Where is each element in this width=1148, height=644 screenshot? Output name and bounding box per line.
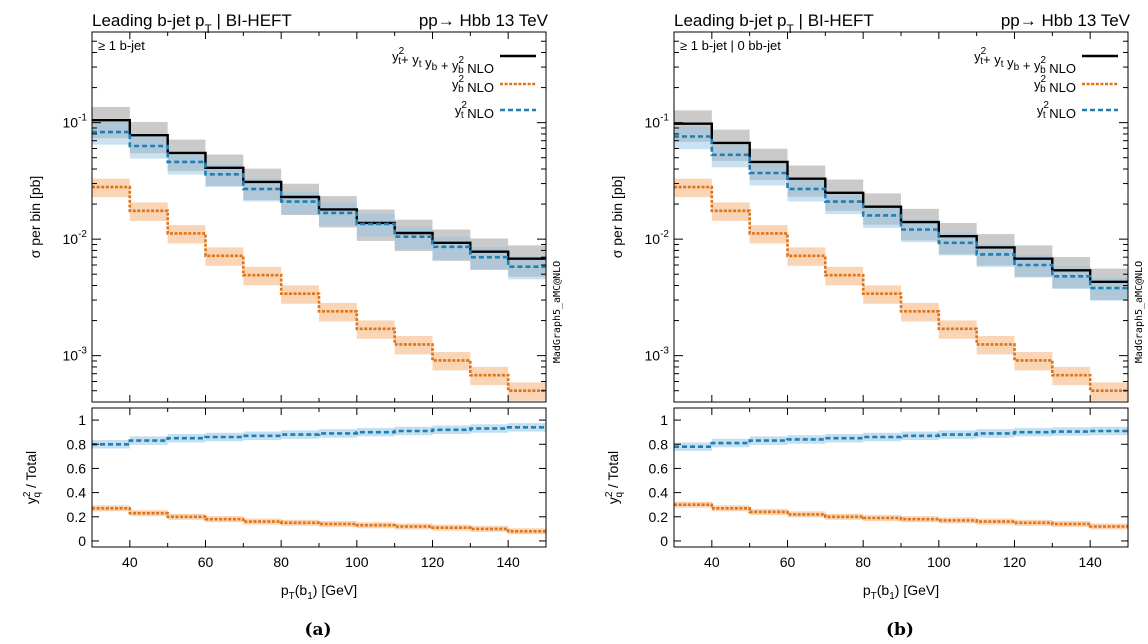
yt2-nlo-uncertainty-band	[205, 164, 244, 187]
ratio-plot-area	[674, 426, 1128, 530]
yt2-nlo-ratio-band	[938, 430, 977, 439]
chart-title-process: pp→ Hbb 13 TeV	[1001, 11, 1131, 30]
ratio-y-tick-label: 0.8	[67, 436, 87, 452]
x-axis-label: pT(b1) [GeV]	[281, 582, 357, 602]
y-tick-label: 10-1	[63, 113, 88, 131]
yb2-nlo-uncertainty-band	[1014, 352, 1053, 371]
yt2-nlo-ratio-band	[356, 427, 395, 437]
y-tick-label: 10-3	[63, 346, 88, 364]
yb2-nlo-uncertainty-band	[508, 382, 546, 401]
main-plot-area	[92, 106, 546, 401]
legend-label-yt2-nlo: y2 t NLO	[455, 100, 494, 121]
x-tick-label: 40	[122, 554, 138, 570]
yt2-nlo-ratio-line	[674, 429, 1128, 448]
panel-b: Leading b-jet pT | BI-HEFT pp→ Hbb 13 TeV…	[604, 11, 1145, 640]
yb2-nlo-uncertainty-band	[205, 247, 244, 266]
ratio-y-tick-label: 0.4	[649, 485, 669, 501]
ratio-y-tick-label: 0.6	[67, 460, 87, 476]
legend-label-yb2-nlo: y2 b NLO	[452, 74, 494, 95]
ratio-y-tick-label: 0.2	[67, 509, 87, 525]
yb2-nlo-ratio-band	[319, 521, 357, 528]
x-tick-label: 60	[198, 554, 214, 570]
ratio-plot-area	[92, 423, 546, 535]
generator-label: MadGraph5_aMC@NLO	[1134, 261, 1145, 363]
y-axis-label: σ per bin [pb]	[27, 176, 43, 259]
panel-caption: (a)	[304, 620, 331, 640]
yb2-nlo-uncertainty-band	[432, 352, 471, 371]
x-tick-label: 40	[704, 554, 720, 570]
panel-a: Leading b-jet pT | BI-HEFT pp→ Hbb 13 TeV…	[22, 11, 563, 640]
ratio-y-tick-label: 0	[660, 533, 668, 549]
yb2-nlo-uncertainty-band	[787, 247, 826, 266]
yb2-nlo-uncertainty-band	[1090, 382, 1128, 401]
ratio-y-axis-label: y2q / Total	[22, 451, 43, 504]
legend-label-yb2-nlo: y2 b NLO	[1034, 74, 1076, 95]
yb2-nlo-ratio-line	[92, 507, 546, 533]
ratio-y-tick-label: 1	[660, 412, 668, 428]
x-tick-label: 100	[345, 554, 369, 570]
selection-annotation: ≥ 1 b-jet | 0 bb-jet	[680, 38, 781, 53]
yt2-nlo-uncertainty-band	[938, 232, 977, 256]
yt2-nlo-uncertainty-band	[129, 135, 168, 159]
chart-title: Leading b-jet pT | BI-HEFT	[674, 11, 874, 36]
yt2-nlo-ratio-band	[470, 424, 509, 433]
yb2-nlo-line	[92, 185, 546, 392]
chart-title-process: pp→ Hbb 13 TeV	[419, 11, 549, 30]
ratio-y-axis-label: y2q / Total	[604, 451, 625, 504]
legend-label-total-nlo: y2 t+ yt yb + y2 b NLO	[392, 46, 494, 76]
y-tick-label: 10-2	[645, 229, 670, 247]
yt2-nlo-uncertainty-band	[863, 205, 901, 228]
x-tick-label: 120	[421, 554, 445, 570]
yb2-nlo-ratio-band	[394, 523, 433, 530]
yt2-nlo-uncertainty-band	[356, 213, 395, 237]
x-tick-label: 140	[496, 554, 520, 570]
ratio-y-tick-label: 1	[78, 412, 86, 428]
x-tick-label: 120	[1003, 554, 1027, 570]
x-axis-label: pT(b1) [GeV]	[863, 582, 939, 602]
yt2-nlo-line	[674, 135, 1128, 290]
yb2-nlo-ratio-band	[470, 525, 509, 532]
legend-label-yt2-nlo: y2 t NLO	[1037, 100, 1076, 121]
yt2-nlo-ratio-band	[394, 426, 433, 436]
y-tick-label: 10-3	[645, 346, 670, 364]
ratio-y-tick-label: 0.2	[649, 509, 669, 525]
yt2-nlo-uncertainty-band	[1014, 254, 1053, 278]
ratio-y-tick-label: 0.4	[67, 485, 87, 501]
yb2-nlo-ratio-band	[787, 511, 826, 518]
x-tick-label: 80	[855, 554, 871, 570]
yt2-nlo-ratio-band	[976, 429, 1015, 438]
generator-label: MadGraph5_aMC@NLO	[552, 261, 563, 363]
x-tick-label: 140	[1078, 554, 1102, 570]
yt2-nlo-ratio-line	[92, 426, 546, 446]
yt2-nlo-ratio-band	[1014, 427, 1053, 437]
panel-caption: (b)	[886, 620, 914, 640]
chart-title: Leading b-jet pT | BI-HEFT	[92, 11, 292, 36]
y-axis-label: σ per bin [pb]	[609, 176, 625, 259]
yb2-nlo-ratio-band	[243, 518, 282, 525]
yt2-nlo-uncertainty-band	[976, 244, 1015, 267]
legend-label-total-nlo: y2 t+ yt yb + y2 b NLO	[974, 46, 1076, 76]
selection-annotation: ≥ 1 b-jet	[98, 38, 145, 53]
yb2-nlo-line	[674, 185, 1128, 392]
x-tick-label: 60	[780, 554, 796, 570]
x-tick-label: 80	[273, 554, 289, 570]
ratio-y-tick-label: 0.8	[649, 436, 669, 452]
y-tick-label: 10-1	[645, 113, 670, 131]
yb2-nlo-ratio-line	[674, 503, 1128, 528]
ratio-y-tick-label: 0	[78, 533, 86, 549]
x-tick-label: 100	[927, 554, 951, 570]
y-tick-label: 10-2	[63, 229, 88, 247]
main-plot-area	[674, 110, 1128, 401]
yt2-nlo-ratio-band	[432, 425, 471, 434]
ratio-y-tick-label: 0.6	[649, 460, 669, 476]
